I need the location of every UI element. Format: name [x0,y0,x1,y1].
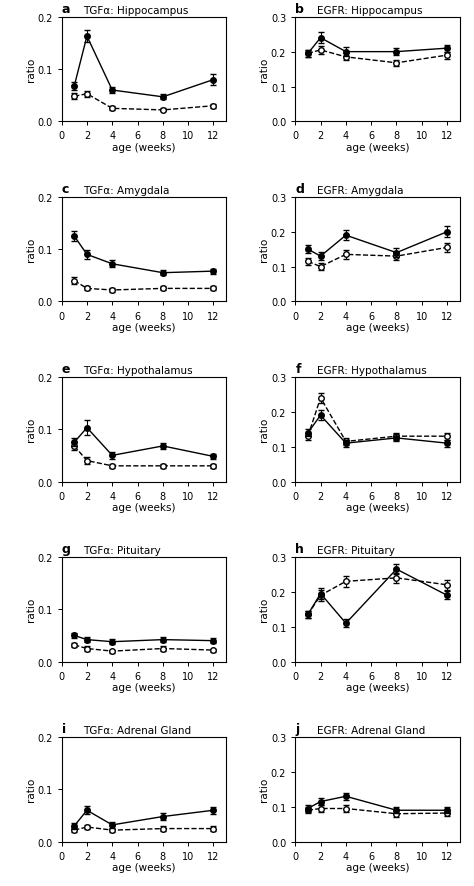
Text: EGFR: Pituitary: EGFR: Pituitary [317,545,394,556]
X-axis label: age (weeks): age (weeks) [346,862,409,872]
Y-axis label: ratio: ratio [26,597,36,622]
Y-axis label: ratio: ratio [259,777,269,802]
X-axis label: age (weeks): age (weeks) [112,862,176,872]
Text: EGFR: Hippocampus: EGFR: Hippocampus [317,5,422,16]
Y-axis label: ratio: ratio [26,417,36,442]
Text: TGFα: Hippocampus: TGFα: Hippocampus [83,5,188,16]
Y-axis label: ratio: ratio [26,237,36,262]
Text: i: i [62,722,66,735]
Y-axis label: ratio: ratio [259,237,269,262]
Y-axis label: ratio: ratio [259,597,269,622]
Text: a: a [62,3,70,16]
X-axis label: age (weeks): age (weeks) [112,143,176,152]
Text: EGFR: Adrenal Gland: EGFR: Adrenal Gland [317,725,425,735]
Text: j: j [295,722,300,735]
X-axis label: age (weeks): age (weeks) [346,143,409,152]
X-axis label: age (weeks): age (weeks) [346,323,409,332]
Text: f: f [295,362,301,376]
X-axis label: age (weeks): age (weeks) [346,682,409,692]
Text: e: e [62,362,70,376]
Text: c: c [62,183,69,196]
Text: EGFR: Hypothalamus: EGFR: Hypothalamus [317,365,427,376]
Text: b: b [295,3,304,16]
X-axis label: age (weeks): age (weeks) [346,502,409,512]
Text: TGFα: Pituitary: TGFα: Pituitary [83,545,161,556]
Text: EGFR: Amygdala: EGFR: Amygdala [317,185,403,196]
Text: d: d [295,183,304,196]
Text: TGFα: Amygdala: TGFα: Amygdala [83,185,169,196]
Y-axis label: ratio: ratio [26,58,36,82]
Y-axis label: ratio: ratio [259,58,269,82]
Text: TGFα: Hypothalamus: TGFα: Hypothalamus [83,365,192,376]
X-axis label: age (weeks): age (weeks) [112,682,176,692]
X-axis label: age (weeks): age (weeks) [112,323,176,332]
Text: h: h [295,542,304,556]
Text: TGFα: Adrenal Gland: TGFα: Adrenal Gland [83,725,191,735]
Y-axis label: ratio: ratio [259,417,269,442]
Y-axis label: ratio: ratio [26,777,36,802]
Text: g: g [62,542,71,556]
X-axis label: age (weeks): age (weeks) [112,502,176,512]
